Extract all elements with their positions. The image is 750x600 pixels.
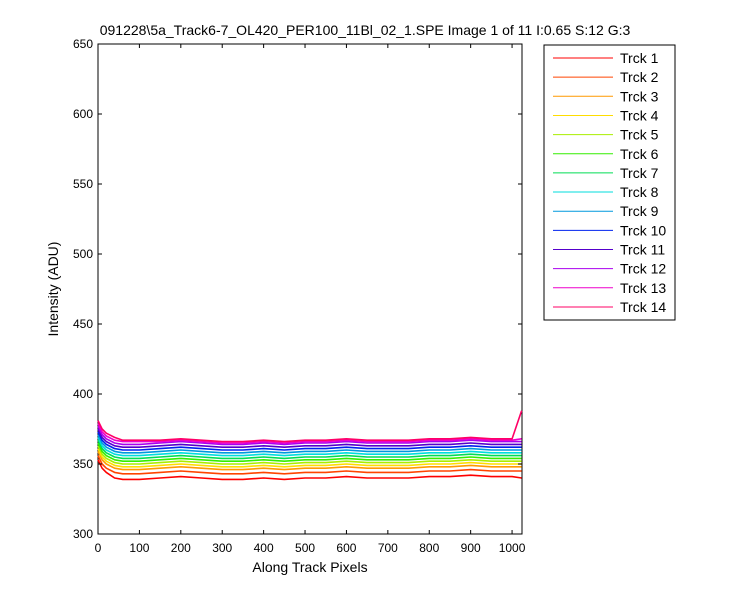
series-line-7	[97, 439, 522, 460]
x-tick-label: 100	[129, 541, 149, 555]
series-layer	[97, 410, 523, 481]
x-tick-label: 900	[461, 541, 481, 555]
x-tick-label: 200	[171, 541, 191, 555]
legend-box	[543, 44, 676, 321]
series-line-13	[97, 423, 522, 444]
y-tick-label: 450	[73, 317, 93, 331]
legend-label-1: Trck 1	[620, 50, 659, 66]
series-line-4	[97, 448, 522, 468]
series-line-2	[97, 455, 522, 475]
x-tick-label: 800	[419, 541, 439, 555]
x-tick-label: 500	[295, 541, 315, 555]
legend-label-14: Trck 14	[620, 299, 666, 315]
x-tick-label: 1000	[499, 541, 526, 555]
series-line-5	[97, 445, 522, 465]
series-line-1	[97, 459, 522, 481]
x-axis-label: Along Track Pixels	[252, 559, 367, 575]
series-line-12	[97, 425, 522, 446]
legend-items: Trck 1 Trck 2 Trck 3 Trck 4 Trck 5 Trck 6 Trck…	[553, 50, 666, 315]
legend-label-4: Trck 4	[620, 107, 659, 123]
y-tick-label: 350	[73, 457, 93, 471]
legend-label-3: Trck 3	[620, 88, 659, 104]
legend-label-2: Trck 2	[620, 69, 659, 85]
y-tick-label: 650	[73, 37, 93, 51]
legend-label-6: Trck 6	[620, 146, 659, 162]
y-axis-ticks: 300 350 400 450 500 550 600 650	[73, 37, 522, 541]
series-line-9	[97, 434, 522, 454]
series-line-11	[97, 428, 522, 449]
legend-label-11: Trck 11	[620, 242, 665, 258]
legend-label-10: Trck 10	[620, 222, 666, 238]
x-tick-label: 300	[212, 541, 232, 555]
series-line-8	[97, 437, 522, 457]
legend-label-8: Trck 8	[620, 184, 659, 200]
x-tick-label: 600	[336, 541, 356, 555]
x-tick-label: 700	[378, 541, 398, 555]
legend: Trck 1 Trck 2 Trck 3 Trck 4 Trck 5 Trck 6 Trck…	[543, 44, 676, 321]
legend-label-5: Trck 5	[620, 127, 659, 143]
x-axis-ticks: 0 100 200 300 400 500 600 700 800 900 1000	[95, 44, 526, 555]
series-line-3	[97, 451, 522, 471]
y-tick-label: 600	[73, 107, 93, 121]
y-tick-label: 550	[73, 177, 93, 191]
series-line-14	[97, 410, 523, 443]
legend-label-13: Trck 13	[620, 280, 666, 296]
legend-label-12: Trck 12	[620, 261, 666, 277]
chart-title: 091228\5a_Track6-7_OL420_PER100_11Bl_02_…	[100, 22, 631, 38]
y-axis-label: Intensity (ADU)	[45, 242, 61, 337]
y-tick-label: 500	[73, 247, 93, 261]
series-line-10	[97, 431, 522, 451]
x-tick-label: 0	[95, 541, 102, 555]
legend-label-7: Trck 7	[620, 165, 659, 181]
y-tick-label: 400	[73, 387, 93, 401]
series-line-6	[97, 442, 522, 463]
x-tick-label: 400	[254, 541, 274, 555]
legend-label-9: Trck 9	[620, 203, 659, 219]
y-tick-label: 300	[73, 527, 93, 541]
